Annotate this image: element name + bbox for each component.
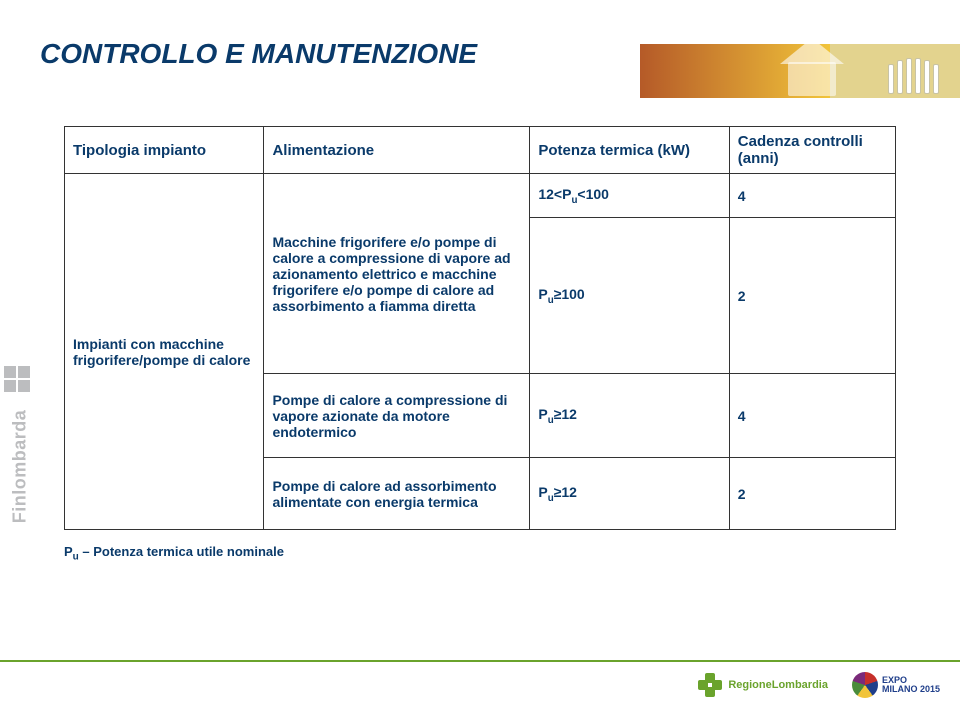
content-area: Tipologia impianto Alimentazione Potenza… [64,126,896,563]
sidebar-brand: Finlombarda [0,360,40,580]
cell-alimentazione: Pompe di calore ad assorbimento alimenta… [264,458,530,530]
rl-text: RegioneLombardia [728,679,828,691]
col-cadenza: Cadenza controlli (anni) [729,127,895,174]
cell-potenza: Pu≥12 [530,458,729,530]
expo-logo: EXPO MILANO 2015 [852,672,940,698]
page-title: CONTROLLO E MANUTENZIONE [40,38,477,70]
table-row: Impianti con macchine frigorifere/pompe … [65,174,896,218]
footnote: Pu – Potenza termica utile nominale [64,544,896,563]
slide: CONTROLLO E MANUTENZIONE Tipologia impia… [0,0,960,720]
cell-potenza: Pu≥100 [530,218,729,374]
finlombarda-text: Finlombarda [10,377,31,557]
cell-cadenza: 4 [729,374,895,458]
maintenance-table: Tipologia impianto Alimentazione Potenza… [64,126,896,530]
cell-alimentazione: Pompe di calore a compressione di vapore… [264,374,530,458]
regione-lombardia-logo: RegioneLombardia [698,673,828,697]
cell-alimentazione: Macchine frigorifere e/o pompe di calore… [264,174,530,374]
cell-potenza: 12<Pu<100 [530,174,729,218]
table-header-row: Tipologia impianto Alimentazione Potenza… [65,127,896,174]
expo-line2: MILANO 2015 [882,685,940,694]
radiator-icon [888,58,948,94]
cell-cadenza: 2 [729,218,895,374]
cell-tipologia: Impianti con macchine frigorifere/pompe … [65,174,264,530]
expo-mark-icon [852,672,878,698]
footer: RegioneLombardia EXPO MILANO 2015 [0,660,960,720]
col-alimentazione: Alimentazione [264,127,530,174]
col-potenza: Potenza termica (kW) [530,127,729,174]
header-banner [640,44,960,98]
house-icon [780,38,844,98]
col-tipologia: Tipologia impianto [65,127,264,174]
footer-logos: RegioneLombardia EXPO MILANO 2015 [698,672,940,698]
cell-cadenza: 4 [729,174,895,218]
cell-potenza: Pu≥12 [530,374,729,458]
cell-cadenza: 2 [729,458,895,530]
rl-flower-icon [698,673,722,697]
